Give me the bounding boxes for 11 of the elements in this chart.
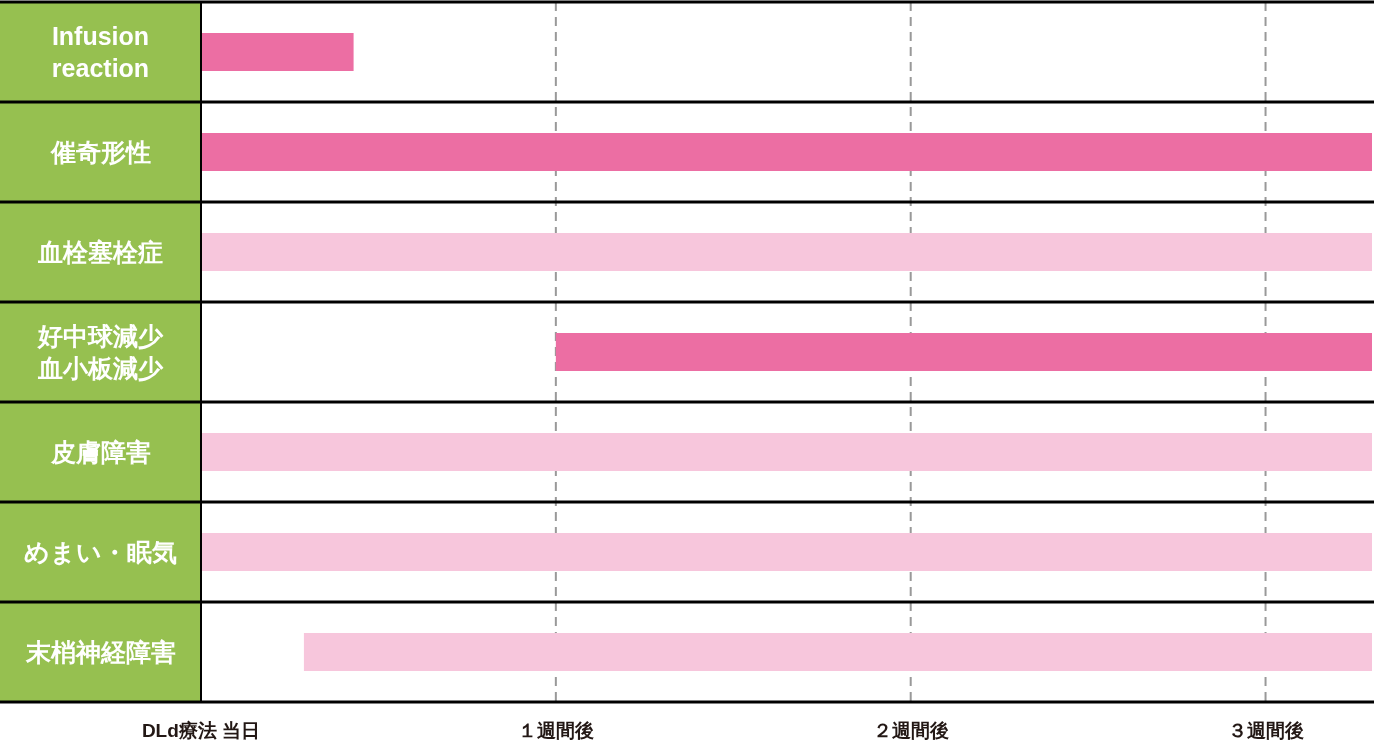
y-tick-label: 皮膚障害 [50,437,151,468]
x-tick-label: １週間後 [517,719,594,740]
x-tick-label: ３週間後 [1227,719,1304,740]
y-tick-label: 血栓塞栓症 [38,237,163,268]
y-tick-label: 末梢神経障害 [25,637,176,668]
y-tick-label: めまい・眠気 [24,537,177,568]
y-tick-label: 催奇形性 [50,137,151,168]
y-tick-label: Infusion reaction [50,21,151,84]
x-tick-label: ２週間後 [872,719,949,740]
y-tick-label: 好中球減少血小板減少 [36,321,164,384]
x-tick-label: DLd療法 当日 [141,719,261,740]
